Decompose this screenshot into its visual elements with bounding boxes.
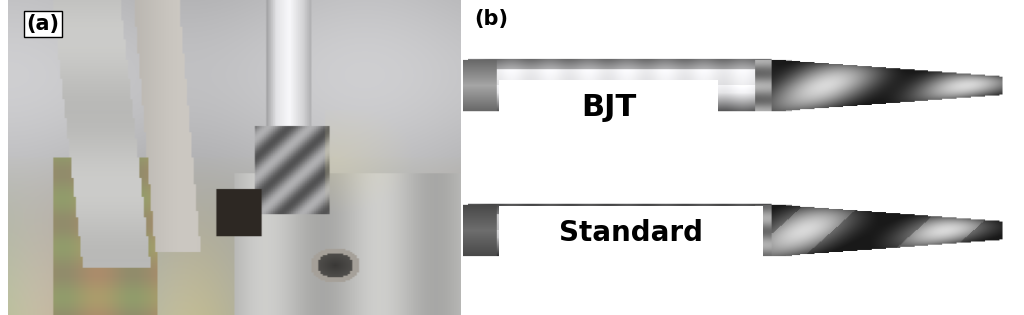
FancyBboxPatch shape <box>500 206 763 260</box>
Text: Standard: Standard <box>559 219 703 247</box>
Text: (a): (a) <box>27 14 59 34</box>
Text: BJT: BJT <box>582 93 636 122</box>
FancyBboxPatch shape <box>500 80 718 134</box>
Text: (b): (b) <box>474 9 508 29</box>
